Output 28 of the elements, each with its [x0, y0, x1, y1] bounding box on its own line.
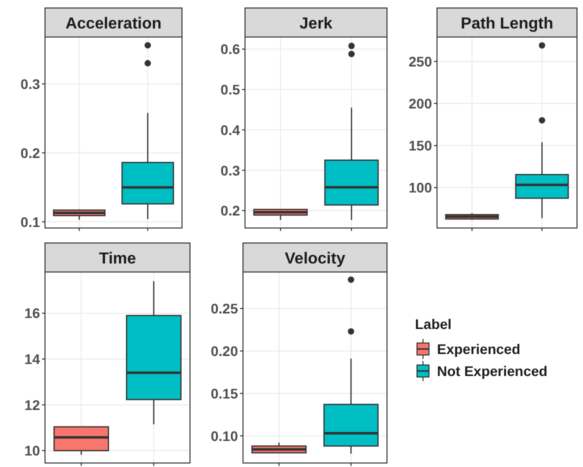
y-tick-label: 0.3: [220, 162, 240, 178]
y-tick-label: 0.1: [20, 214, 40, 230]
y-tick-label: 250: [408, 53, 432, 70]
y-tick-label: 14: [24, 351, 40, 368]
y-tick-label: 200: [408, 95, 432, 112]
legend-label: Not Experienced: [437, 363, 548, 379]
y-tick-label: 0.25: [210, 300, 238, 316]
y-tick-label: 16: [24, 305, 40, 322]
y-tick-label: 0.6: [220, 41, 240, 58]
y-tick-label: 0.20: [210, 342, 238, 359]
y-tick-label: 0.3: [20, 76, 40, 92]
chart-title: Jerk: [300, 16, 333, 32]
y-tick-label: 0.5: [220, 81, 240, 98]
y-tick-label: 0.2: [220, 202, 240, 219]
chart-title: Velocity: [284, 250, 346, 268]
y-tick-label: 0.2: [20, 144, 40, 161]
y-tick-label: 0.4: [220, 122, 240, 138]
chart-title: Time: [98, 250, 136, 268]
y-tick-label: 150: [408, 138, 432, 154]
y-tick-label: 12: [24, 396, 40, 413]
y-tick-label: 10: [24, 442, 40, 459]
legend-label: Experienced: [437, 341, 520, 357]
chart-title: Acceleration: [65, 16, 162, 32]
chart-title: Path Length: [460, 16, 554, 32]
legend-title: Label: [415, 316, 452, 332]
y-tick-label: 0.15: [210, 385, 238, 402]
y-tick-label: 0.10: [210, 428, 238, 444]
y-tick-label: 100: [408, 180, 432, 196]
